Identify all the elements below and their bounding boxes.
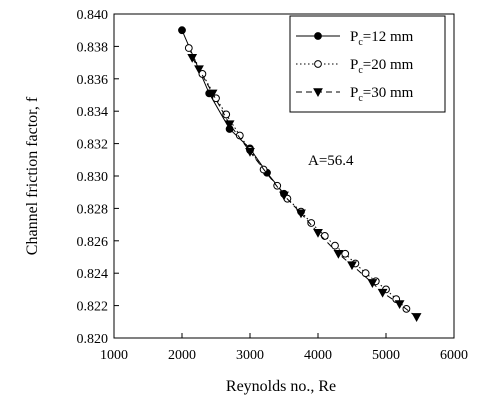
data-point (187, 53, 198, 63)
y-tick-label: 0.830 (77, 170, 109, 185)
legend-label: Pc=30 mm (350, 85, 414, 104)
legend-label: Pc=20 mm (350, 57, 414, 76)
data-point (222, 110, 231, 119)
x-tick-label: 2000 (168, 348, 196, 363)
data-point (245, 147, 255, 157)
data-point (313, 228, 323, 238)
data-point (367, 279, 378, 288)
y-tick-label: 0.834 (77, 105, 109, 120)
data-point (361, 269, 370, 278)
data-point (411, 313, 422, 322)
data-point (178, 26, 186, 35)
data-point (279, 191, 289, 201)
legend-marker (313, 88, 323, 98)
data-point (333, 249, 344, 259)
y-tick-label: 0.838 (77, 40, 109, 55)
data-point (184, 44, 193, 52)
data-point (207, 89, 218, 99)
data-point (377, 288, 388, 298)
data-point (235, 131, 244, 140)
y-axis-title: Channel friction factor, f (24, 96, 41, 255)
y-tick-label: 0.826 (77, 235, 109, 250)
x-tick-label: 5000 (372, 348, 400, 363)
y-tick-label: 0.822 (77, 300, 109, 315)
data-point (307, 219, 316, 227)
legend-label: Pc=12 mm (350, 29, 414, 48)
x-tick-label: 3000 (236, 348, 264, 363)
data-point (320, 232, 329, 240)
annotation-area-ratio: A=56.4 (308, 153, 354, 169)
y-tick-label: 0.840 (77, 8, 109, 23)
data-point (194, 65, 204, 75)
x-tick-label: 4000 (304, 348, 332, 363)
x-tick-label: 6000 (440, 348, 468, 363)
x-tick-label: 1000 (100, 348, 128, 363)
legend-entry-3: Pc=30 mm (296, 85, 414, 104)
y-tick-label: 0.828 (77, 202, 109, 217)
y-tick-label: 0.832 (77, 138, 109, 153)
series-1 (178, 26, 288, 198)
y-tick-label: 0.820 (77, 332, 109, 347)
data-point (341, 249, 350, 258)
data-point (296, 209, 306, 219)
y-tick-label: 0.836 (77, 73, 109, 88)
legend-marker (314, 32, 322, 40)
data-point (331, 241, 339, 250)
y-tick-label: 0.824 (77, 267, 109, 282)
series-3 (187, 53, 422, 322)
data-point (224, 120, 235, 130)
series-line (188, 47, 407, 310)
x-axis-title: Reynolds no., Re (226, 378, 336, 395)
legend: Pc=12 mm Pc=20 mm Pc=30 mm (289, 15, 446, 113)
legend-entry-1: Pc=12 mm (296, 29, 414, 48)
legend-entry-2: Pc=20 mm (296, 57, 414, 76)
data-point (394, 300, 405, 310)
legend-marker (314, 60, 322, 68)
data-point (347, 261, 357, 271)
